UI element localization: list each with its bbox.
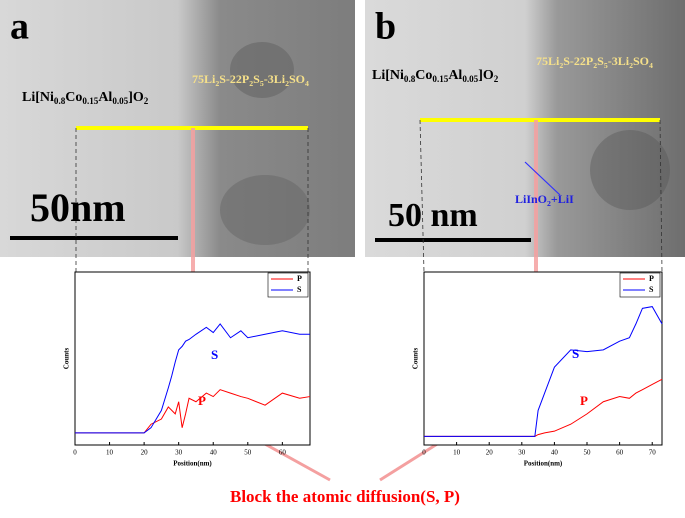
formula-part: 5	[260, 79, 264, 88]
legend-label: P	[649, 274, 654, 283]
formula-part: 2	[249, 79, 253, 88]
formula-part: 2	[144, 96, 149, 106]
x-tick-label: 0	[73, 449, 77, 457]
y-axis-label: Counts	[63, 348, 71, 370]
panel-letter: b	[375, 6, 396, 48]
formula-part: 0.15	[432, 74, 448, 84]
cathode-label: Li[Ni0.8Co0.15Al0.05]O2	[372, 68, 499, 84]
formula-part: Al	[98, 90, 112, 105]
formula-part: SO	[633, 54, 649, 68]
scale-label: 50nm	[30, 185, 126, 230]
formula-part: 0.05	[462, 74, 478, 84]
formula-part: Al	[448, 68, 462, 83]
x-tick-label: 20	[486, 449, 494, 457]
legend-label: S	[649, 285, 654, 294]
formula-part: ]O	[478, 68, 494, 83]
formula-part: 2	[629, 61, 633, 70]
formula-part: 4	[649, 61, 653, 70]
legend	[619, 272, 661, 298]
formula-part: 2	[559, 61, 563, 70]
series-annotation: S	[572, 346, 579, 361]
formula-part: -3Li	[264, 72, 286, 86]
particle	[590, 130, 670, 210]
formula-part: LiInO	[515, 192, 547, 206]
formula-part: S-22P	[219, 72, 249, 86]
series-annotation: P	[580, 393, 588, 408]
formula-part: Co	[415, 68, 432, 83]
formula-part: S	[253, 72, 260, 86]
formula-part: +LiI	[551, 192, 574, 206]
formula-part: Li[Ni	[22, 90, 54, 105]
x-axis-label: Position(nm)	[524, 460, 563, 468]
x-tick-label: 30	[518, 449, 526, 457]
formula-part: S	[597, 54, 604, 68]
x-tick-label: 60	[616, 449, 624, 457]
tem-image	[365, 0, 685, 257]
x-tick-label: 0	[422, 449, 426, 457]
series-line	[75, 323, 310, 434]
formula-part: 2	[547, 199, 551, 208]
series-annotation: S	[211, 347, 218, 362]
formula-part: 2	[494, 74, 499, 84]
plot-area	[74, 271, 311, 446]
interlayer-label: LiInO2+LiI	[515, 192, 574, 208]
legend-label: S	[297, 285, 302, 294]
formula-part: 4	[305, 79, 309, 88]
formula-part: 2	[285, 79, 289, 88]
x-tick-label: 10	[106, 449, 114, 457]
particle	[230, 42, 294, 98]
x-tick-label: 60	[279, 449, 287, 457]
x-tick-label: 70	[649, 449, 657, 457]
formula-part: -3Li	[608, 54, 630, 68]
pointer	[524, 161, 561, 196]
formula-part: 5	[604, 61, 608, 70]
x-tick-label: 40	[210, 449, 218, 457]
formula-part: 0.05	[112, 96, 128, 106]
formula-part: Co	[65, 90, 82, 105]
series-line	[424, 306, 663, 437]
formula-part: 75Li	[536, 54, 560, 68]
formula-part: Li[Ni	[372, 68, 404, 83]
particle	[220, 175, 310, 245]
x-tick-label: 20	[141, 449, 149, 457]
x-tick-label: 10	[453, 449, 461, 457]
x-tick-label: 30	[175, 449, 183, 457]
electrolyte-label: 75Li2S-22P2S5-3Li2SO4	[192, 72, 309, 88]
formula-part: 2	[215, 79, 219, 88]
legend-label: P	[297, 274, 302, 283]
formula-part: 2	[593, 61, 597, 70]
formula-part: 0.8	[404, 74, 416, 84]
formula-part: ]O	[128, 90, 144, 105]
formula-part: 0.15	[82, 96, 98, 106]
panel-letter: a	[10, 6, 29, 48]
legend	[267, 272, 309, 298]
y-axis-label: Counts	[412, 348, 420, 370]
guides	[75, 119, 663, 273]
cathode-label: Li[Ni0.8Co0.15Al0.05]O2	[22, 90, 149, 106]
x-axis-label: Position(nm)	[173, 460, 212, 468]
series-line	[75, 389, 311, 434]
x-tick-label: 40	[551, 449, 559, 457]
electrolyte-label: 75Li2S-22P2S5-3Li2SO4	[536, 54, 653, 70]
x-tick-label: 50	[584, 449, 592, 457]
scale-label: 50 nm	[388, 197, 478, 234]
formula-part: 75Li	[192, 72, 216, 86]
formula-part: S-22P	[563, 54, 593, 68]
formula-part: 0.8	[54, 96, 66, 106]
caption: Block the atomic diffusion(S, P)	[230, 487, 460, 506]
x-tick-label: 50	[244, 449, 252, 457]
plot-area	[423, 271, 663, 446]
formula-part: SO	[289, 72, 305, 86]
series-annotation: P	[198, 393, 206, 408]
